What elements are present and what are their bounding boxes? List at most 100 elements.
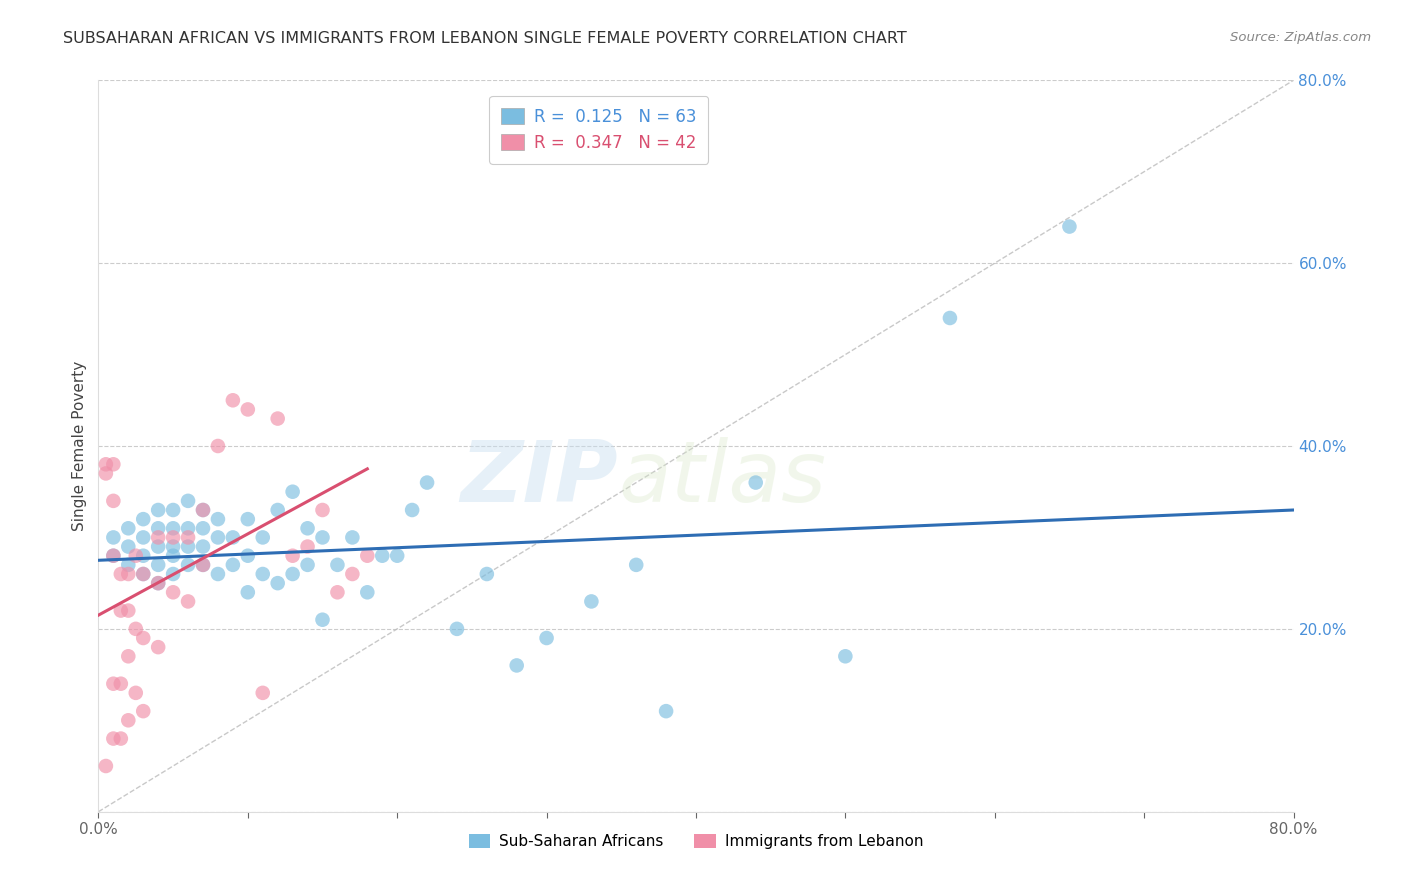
Point	[94, 467, 117, 481]
Point	[342, 567, 364, 582]
Point	[207, 512, 229, 526]
Point	[311, 503, 333, 517]
Point	[207, 439, 229, 453]
Point	[162, 521, 184, 535]
Point	[401, 503, 423, 517]
Point	[110, 676, 132, 690]
Point	[117, 558, 139, 572]
Text: ZIP: ZIP	[461, 437, 619, 520]
Point	[745, 475, 768, 490]
Point	[103, 731, 125, 746]
Point	[222, 393, 245, 408]
Point	[475, 567, 498, 582]
Point	[416, 475, 439, 490]
Point	[162, 585, 184, 599]
Point	[103, 676, 125, 690]
Point	[117, 540, 139, 554]
Point	[236, 402, 259, 417]
Point	[148, 640, 170, 655]
Point	[267, 576, 290, 591]
Point	[939, 310, 962, 325]
Point	[356, 549, 378, 563]
Point	[356, 585, 378, 599]
Point	[117, 567, 139, 582]
Point	[162, 530, 184, 544]
Point	[132, 512, 155, 526]
Text: SUBSAHARAN AFRICAN VS IMMIGRANTS FROM LEBANON SINGLE FEMALE POVERTY CORRELATION : SUBSAHARAN AFRICAN VS IMMIGRANTS FROM LE…	[63, 31, 907, 46]
Point	[148, 540, 170, 554]
Point	[162, 567, 184, 582]
Point	[267, 503, 290, 517]
Point	[252, 530, 274, 544]
Point	[103, 549, 125, 563]
Point	[191, 558, 214, 572]
Point	[326, 558, 349, 572]
Point	[446, 622, 468, 636]
Point	[110, 731, 132, 746]
Point	[94, 759, 117, 773]
Point	[191, 503, 214, 517]
Point	[236, 549, 259, 563]
Point	[110, 567, 132, 582]
Point	[162, 540, 184, 554]
Text: atlas: atlas	[619, 437, 827, 520]
Point	[326, 585, 349, 599]
Point	[297, 558, 319, 572]
Point	[148, 558, 170, 572]
Point	[581, 594, 603, 608]
Point	[655, 704, 678, 718]
Point	[162, 503, 184, 517]
Point	[117, 649, 139, 664]
Point	[342, 530, 364, 544]
Point	[132, 567, 155, 582]
Point	[222, 558, 245, 572]
Point	[371, 549, 394, 563]
Point	[132, 549, 155, 563]
Point	[626, 558, 648, 572]
Legend: Sub-Saharan Africans, Immigrants from Lebanon: Sub-Saharan Africans, Immigrants from Le…	[463, 828, 929, 855]
Point	[110, 603, 132, 617]
Point	[267, 411, 290, 425]
Point	[207, 567, 229, 582]
Point	[103, 494, 125, 508]
Point	[148, 576, 170, 591]
Point	[834, 649, 856, 664]
Point	[191, 540, 214, 554]
Point	[207, 530, 229, 544]
Point	[252, 686, 274, 700]
Point	[281, 567, 304, 582]
Point	[281, 484, 304, 499]
Point	[177, 594, 200, 608]
Point	[177, 558, 200, 572]
Point	[311, 613, 333, 627]
Point	[236, 585, 259, 599]
Point	[1059, 219, 1081, 234]
Point	[132, 631, 155, 645]
Text: Source: ZipAtlas.com: Source: ZipAtlas.com	[1230, 31, 1371, 45]
Point	[132, 530, 155, 544]
Point	[297, 540, 319, 554]
Point	[385, 549, 409, 563]
Point	[191, 558, 214, 572]
Point	[132, 704, 155, 718]
Point	[148, 530, 170, 544]
Point	[148, 576, 170, 591]
Point	[236, 512, 259, 526]
Point	[191, 503, 214, 517]
Point	[132, 567, 155, 582]
Point	[222, 530, 245, 544]
Point	[103, 549, 125, 563]
Point	[94, 457, 117, 471]
Point	[536, 631, 558, 645]
Point	[177, 530, 200, 544]
Point	[177, 494, 200, 508]
Point	[117, 521, 139, 535]
Point	[148, 503, 170, 517]
Point	[281, 549, 304, 563]
Point	[252, 567, 274, 582]
Point	[191, 521, 214, 535]
Point	[162, 549, 184, 563]
Point	[311, 530, 333, 544]
Point	[125, 686, 148, 700]
Y-axis label: Single Female Poverty: Single Female Poverty	[72, 361, 87, 531]
